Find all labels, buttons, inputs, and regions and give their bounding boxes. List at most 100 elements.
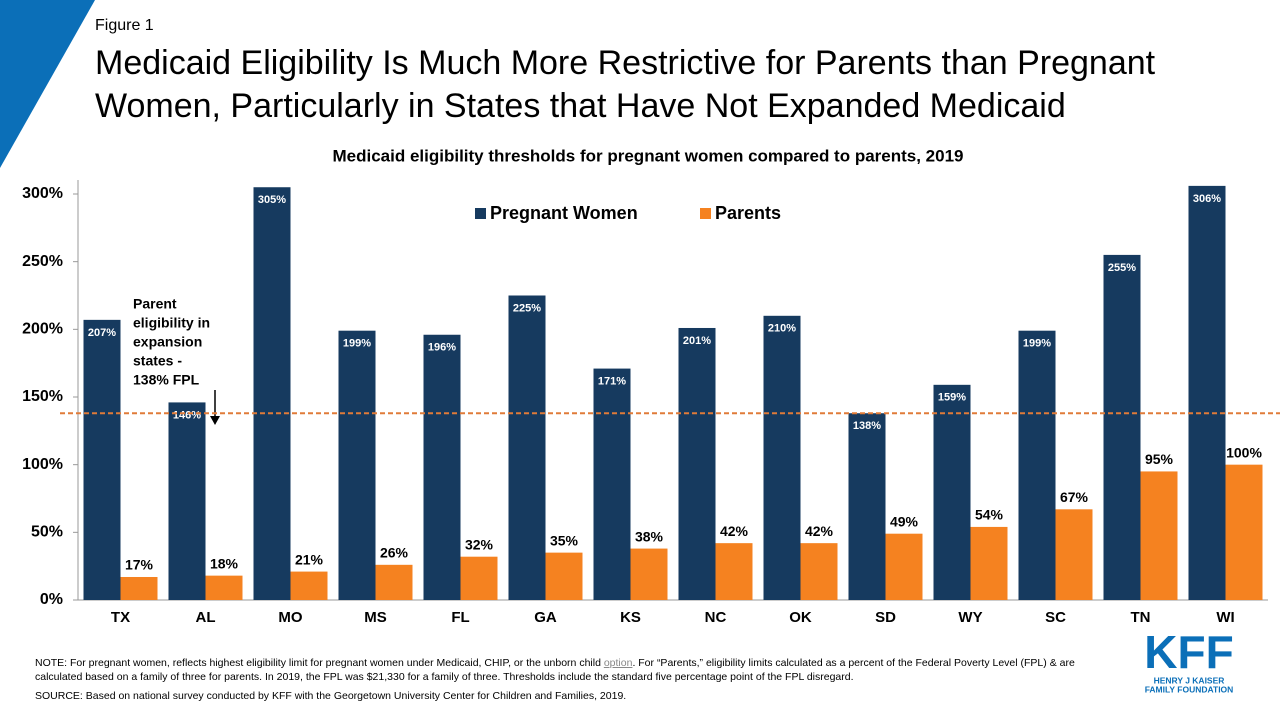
bar [508,295,546,600]
bar [253,187,291,600]
note-text: . For “Parents,” eligibility limits calc… [35,657,1075,683]
value-label: 305% [258,194,286,206]
value-label: 49% [890,513,919,529]
annotation: expansion [133,334,202,350]
value-label: 67% [1060,489,1089,505]
value-label: 38% [635,528,664,544]
bar [545,552,583,600]
note-link[interactable]: option [603,657,633,669]
value-label: 201% [683,335,711,347]
value-label: 32% [465,536,494,552]
value-label: 54% [975,507,1004,523]
bar [290,571,328,600]
bar [460,556,498,600]
title-line: Women, Particularly in States that Have … [95,87,1066,125]
bar [1103,254,1141,600]
bar [168,402,206,600]
value-label: 21% [295,551,324,567]
bar [375,564,413,600]
x-tick-label: WY [958,609,982,626]
value-label: 18% [210,555,239,571]
bar [630,548,668,600]
annotation: 138% FPL [133,372,200,388]
note-text: NOTE: For pregnant women, reflects highe… [35,657,604,669]
bar [120,576,158,600]
value-label: 159% [938,392,966,404]
bar [83,319,121,600]
legend-swatch [475,208,486,219]
chart-title: Medicaid eligibility thresholds for preg… [332,146,963,165]
bar [1225,464,1263,600]
value-label: 42% [805,523,834,539]
value-label: 199% [1023,338,1051,350]
x-tick-label: SC [1045,609,1066,626]
x-tick-label: KS [620,609,641,626]
value-label: 95% [1145,451,1174,467]
note: NOTE: For pregnant women, reflects highe… [35,657,1115,684]
value-label: 146% [173,409,201,421]
value-label: 196% [428,342,456,354]
annotation: eligibility in [133,315,210,331]
x-tick-label: GA [534,609,557,626]
value-label: 171% [598,375,626,387]
bar [205,575,243,600]
x-tick-label: NC [705,609,727,626]
legend-swatch [700,208,711,219]
value-label: 26% [380,545,409,561]
x-tick-label: MS [364,609,387,626]
value-label: 210% [768,323,796,335]
x-tick-label: FL [451,609,469,626]
legend-label: Parents [715,203,781,223]
bar [763,315,801,600]
figure-label: Figure 1 [95,17,154,34]
bar [338,330,376,600]
bar [800,543,838,600]
value-label: 225% [513,302,541,314]
corner-decoration [0,0,95,168]
value-label: 42% [720,523,749,539]
value-label: 306% [1193,193,1221,205]
value-label: 255% [1108,262,1136,274]
logo-line: FAMILY FOUNDATION [1145,684,1234,694]
bar [678,327,716,600]
value-label: 35% [550,532,579,548]
bar [423,334,461,600]
bar [1018,330,1056,600]
x-tick-label: AL [196,609,216,626]
x-tick-label: OK [789,609,812,626]
y-tick-label: 100% [22,456,63,473]
y-tick-label: 300% [22,185,63,202]
x-tick-label: TX [111,609,130,626]
value-label: 17% [125,557,154,573]
bar [885,533,923,600]
legend-label: Pregnant Women [490,203,638,223]
value-label: 100% [1226,444,1262,460]
x-tick-label: TN [1131,609,1151,626]
y-tick-label: 250% [22,253,63,270]
annotation: states - [133,353,182,369]
x-tick-label: MO [278,609,302,626]
value-label: 138% [853,420,881,432]
bar [933,384,971,600]
bar [1140,471,1178,600]
y-tick-label: 200% [22,321,63,338]
value-label: 199% [343,338,371,350]
source: SOURCE: Based on national survey conduct… [35,690,627,702]
bar [1188,185,1226,600]
bar [715,543,753,600]
y-tick-label: 0% [40,591,63,608]
title-line: Medicaid Eligibility Is Much More Restri… [95,44,1156,82]
x-tick-label: SD [875,609,896,626]
y-tick-label: 150% [22,388,63,405]
bar [848,413,886,600]
bar [970,526,1008,600]
value-label: 207% [88,327,116,339]
bar [593,368,631,600]
bar [1055,509,1093,600]
logo-name: KFF [1144,626,1233,678]
annotation-arrowhead [210,416,220,425]
x-tick-label: WI [1216,609,1234,626]
y-tick-label: 50% [31,524,63,541]
